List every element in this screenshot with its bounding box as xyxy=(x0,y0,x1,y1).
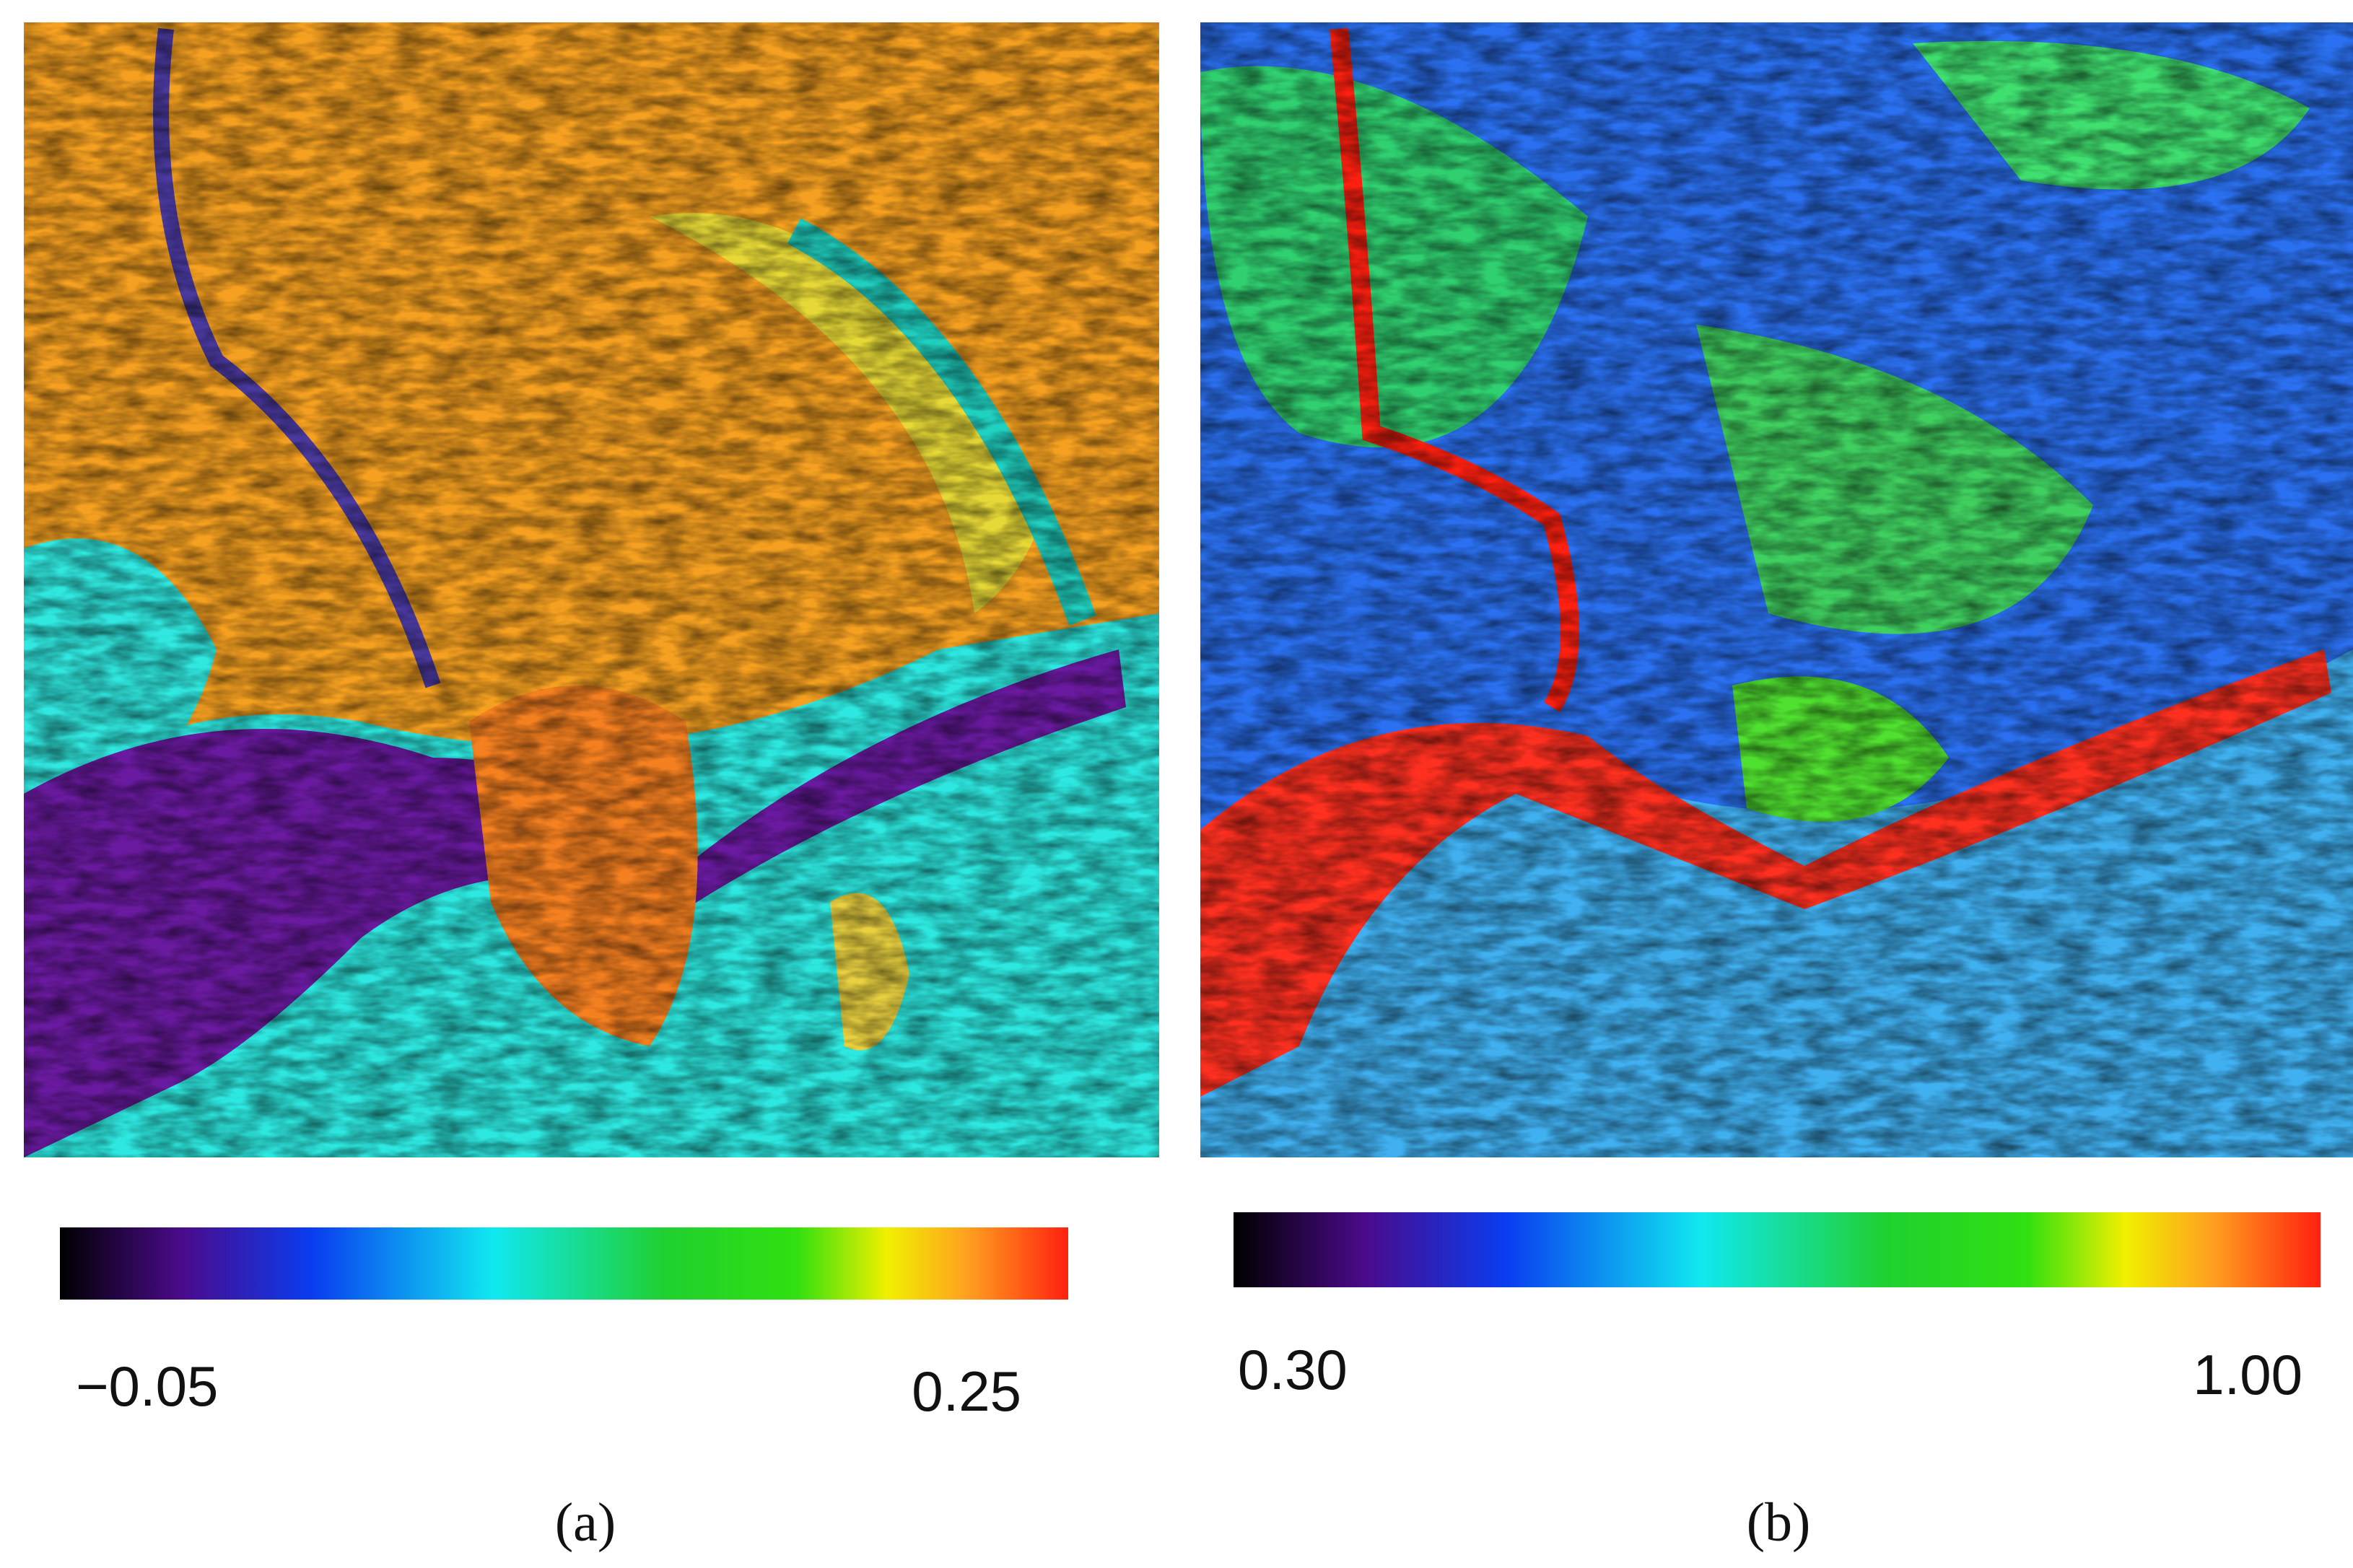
map-a xyxy=(24,22,1159,1157)
colorbar-min-label: −0.05 xyxy=(76,1354,218,1418)
map-b xyxy=(1200,22,2353,1157)
colorbar xyxy=(60,1227,1068,1300)
colorbar xyxy=(1234,1212,2321,1287)
panel-label: (b) xyxy=(1747,1492,1811,1553)
panel-label: (a) xyxy=(555,1492,616,1553)
colorbar-max-label: 1.00 xyxy=(2193,1343,2302,1406)
colorbar-max-label: 0.25 xyxy=(912,1359,1021,1423)
colorbar-min-label: 0.30 xyxy=(1238,1338,1348,1401)
